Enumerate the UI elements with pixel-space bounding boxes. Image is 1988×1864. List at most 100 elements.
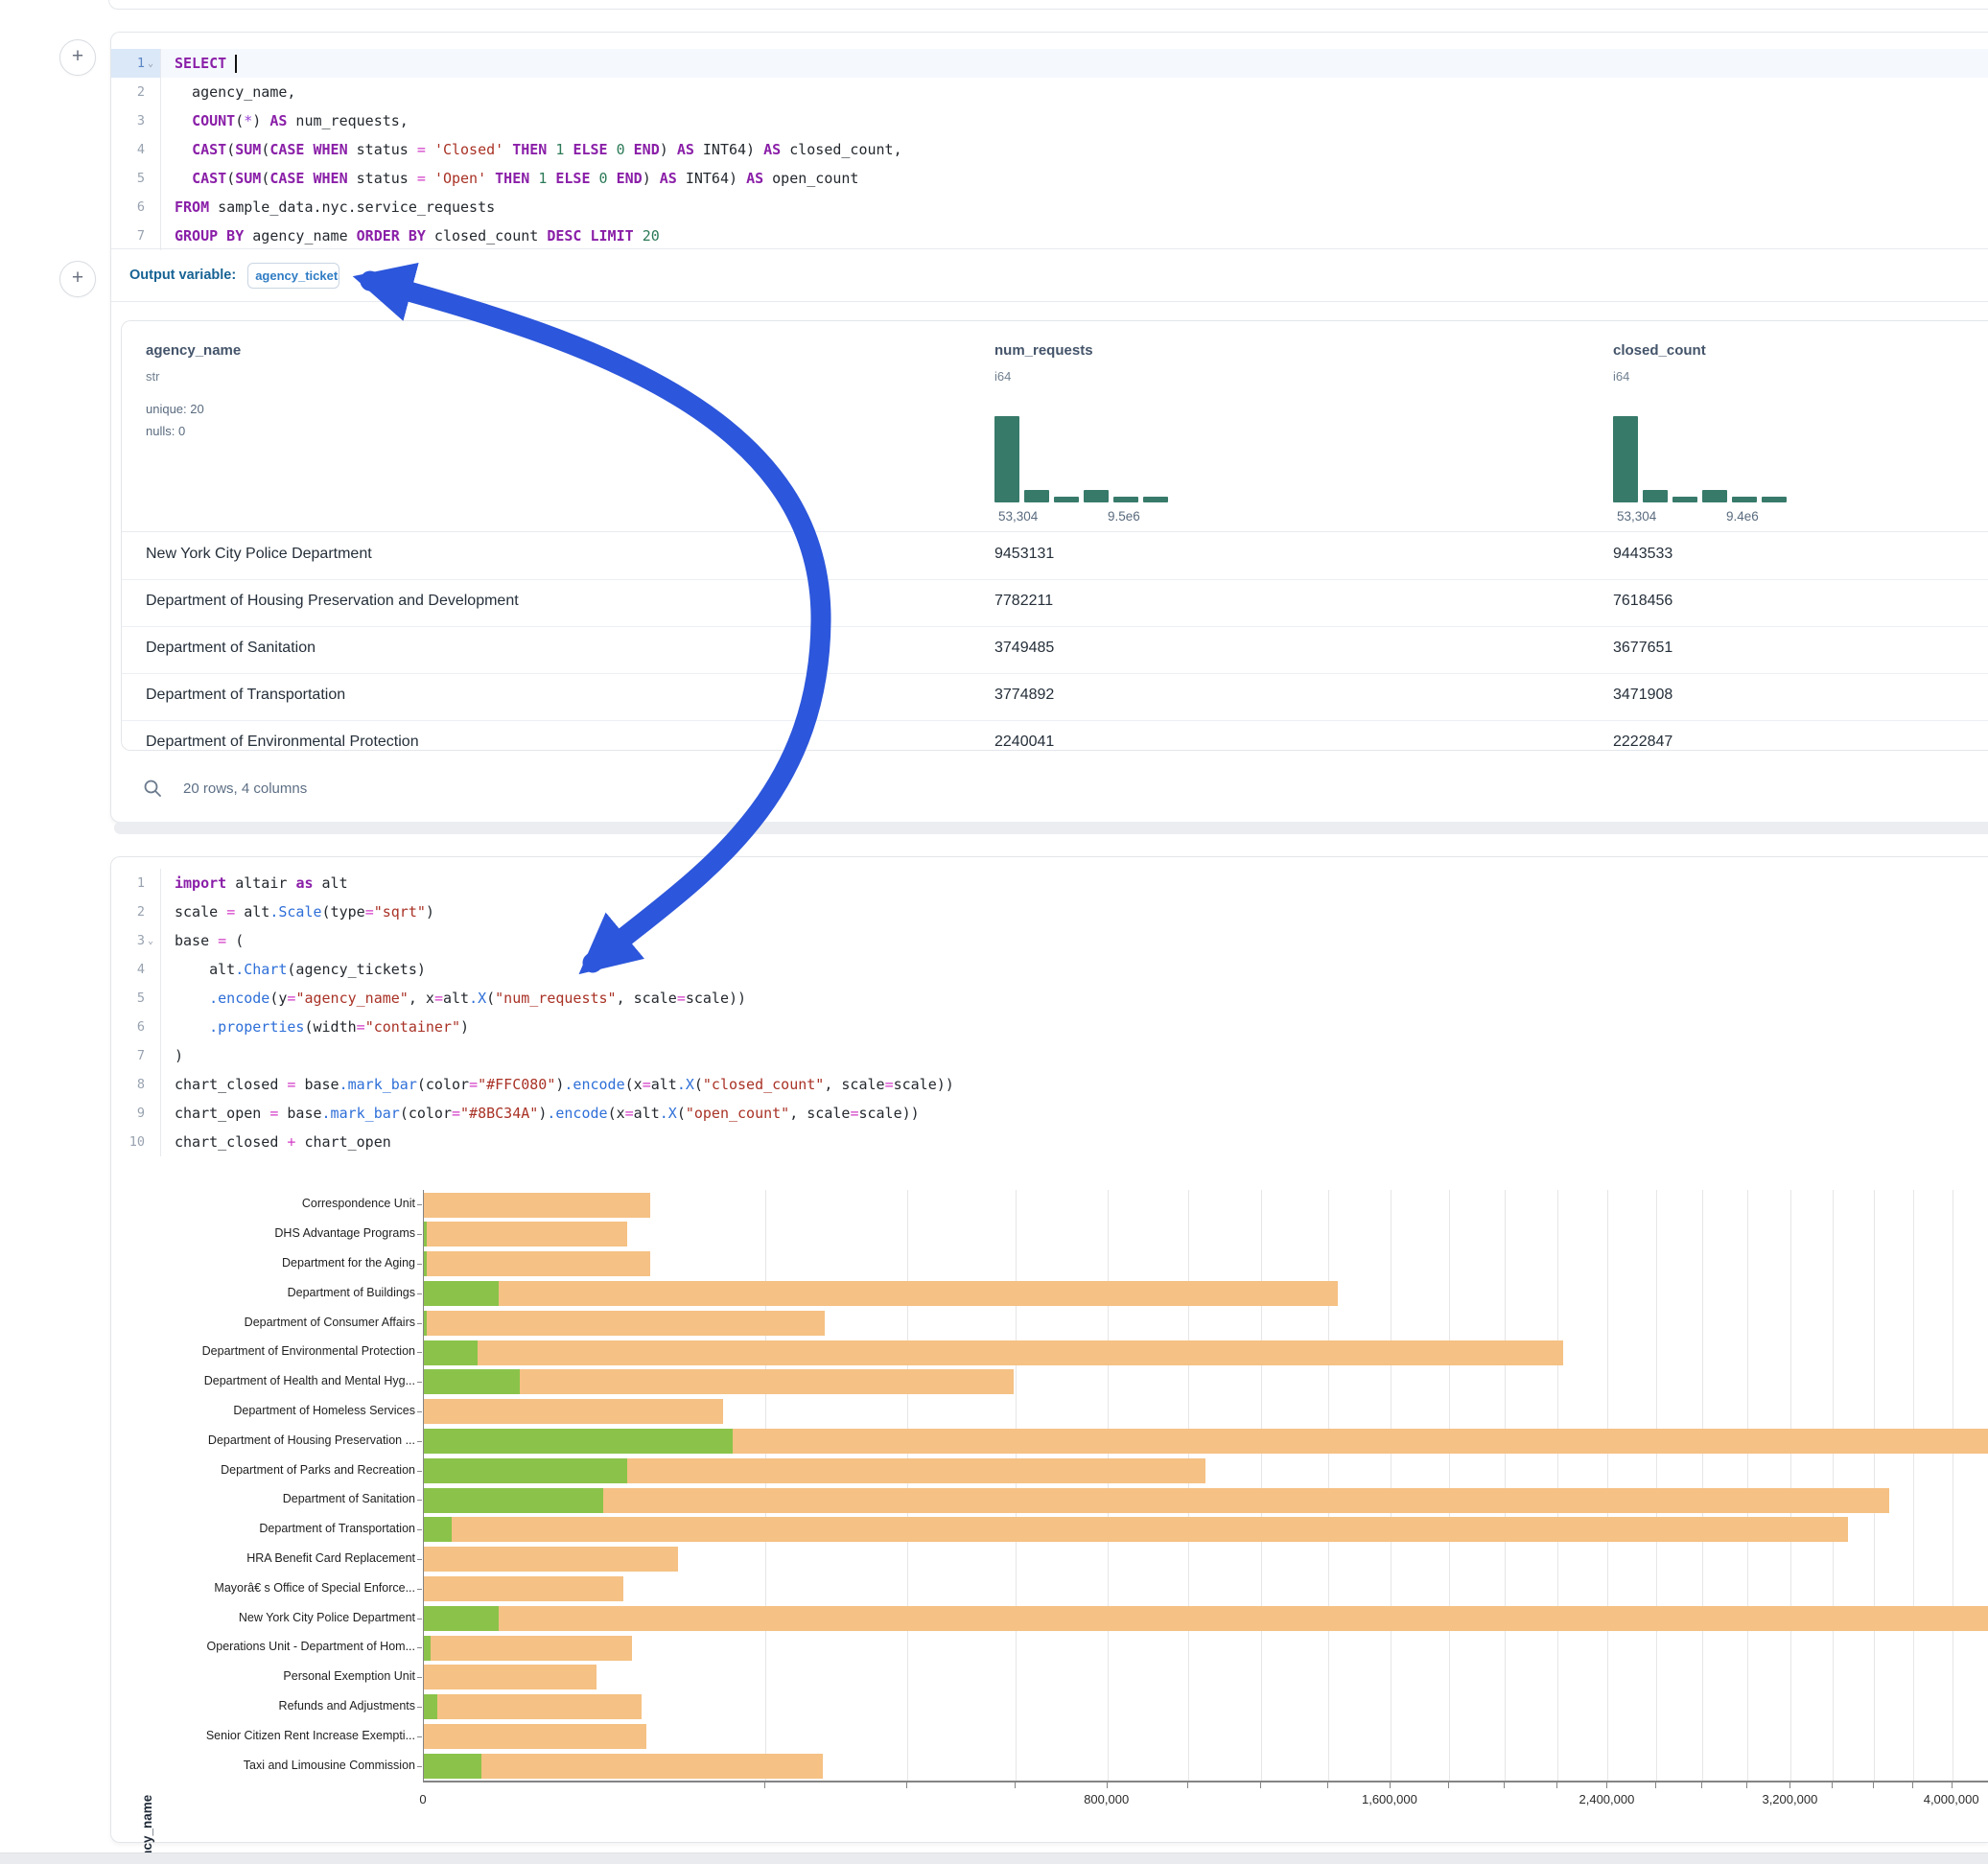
- code-text[interactable]: alt.Chart(agency_tickets): [175, 961, 426, 978]
- bar-closed-count: [424, 1251, 651, 1277]
- y-axis-tick: [417, 1293, 422, 1294]
- x-axis-tick: [1951, 1782, 1953, 1788]
- y-axis-label: Department for the Aging: [282, 1256, 415, 1270]
- code-line[interactable]: 1 import altair as alt: [111, 869, 1988, 897]
- code-line[interactable]: 7): [111, 1041, 1988, 1070]
- bar-open-count: [424, 1310, 428, 1336]
- gridline: [1187, 1190, 1189, 1781]
- y-axis-label: Taxi and Limousine Commission: [243, 1758, 415, 1772]
- code-text[interactable]: import altair as alt: [175, 874, 348, 892]
- output-variable-chip[interactable]: agency_tickets: [247, 262, 340, 289]
- code-text[interactable]: base = (: [175, 932, 245, 949]
- y-axis-tick: [417, 1440, 422, 1442]
- collapse-caret-icon[interactable]: ⌄: [147, 935, 154, 946]
- x-axis-tick: [1448, 1782, 1450, 1788]
- code-text[interactable]: COUNT(*) AS num_requests,: [192, 112, 409, 129]
- bar-closed-count: [424, 1487, 1890, 1513]
- y-axis-label: Correspondence Unit: [301, 1197, 415, 1211]
- code-text[interactable]: chart_closed = base.mark_bar(color="#FFC…: [175, 1076, 954, 1093]
- add-cell-button-top[interactable]: +: [59, 39, 96, 76]
- code-line[interactable]: 2 agency_name,: [111, 78, 1988, 106]
- column-header-num_requests[interactable]: num_requests i64 53,304 9.5e6: [994, 321, 1378, 531]
- x-axis-tick: [1746, 1782, 1748, 1788]
- bar-closed-count: [424, 1280, 1338, 1306]
- column-stat: nulls: 0: [146, 424, 186, 438]
- table-row[interactable]: Department of Environmental Protection 22…: [122, 720, 1988, 750]
- code-line[interactable]: 8 chart_closed = base.mark_bar(color="#FF…: [111, 1070, 1988, 1099]
- python-code-editor[interactable]: 1 import altair as alt 2 scale = alt.Scale(…: [111, 869, 1988, 1156]
- table-row[interactable]: New York City Police Department 9453131 94…: [122, 532, 1988, 580]
- code-text[interactable]: chart_closed + chart_open: [175, 1133, 391, 1151]
- x-axis-tick: [1606, 1782, 1608, 1788]
- table-cell: 9443533: [1613, 546, 1673, 562]
- gridline: [1873, 1190, 1875, 1781]
- histogram-bar: [994, 416, 1019, 502]
- y-axis-label: Operations Unit - Department of Hom...: [206, 1640, 415, 1654]
- gridline: [1449, 1190, 1451, 1781]
- y-axis-label: Department of Consumer Affairs: [244, 1315, 415, 1329]
- search-icon[interactable]: [143, 779, 162, 798]
- bar-open-count: [424, 1280, 500, 1306]
- histogram-bar: [1024, 490, 1049, 502]
- x-axis-tick: [1832, 1782, 1834, 1788]
- sql-code-editor[interactable]: 1 ⌄ SELECT 2 agency_name, 3 COUNT(*) AS num…: [111, 49, 1988, 250]
- code-line[interactable]: 4 alt.Chart(agency_tickets): [111, 955, 1988, 984]
- x-axis-label: 4,000,000: [1923, 1792, 1979, 1806]
- y-axis-label: Department of Health and Mental Hyg...: [203, 1374, 415, 1388]
- table-row[interactable]: Department of Sanitation 3749485 3677651: [122, 626, 1988, 674]
- code-line[interactable]: 3 COUNT(*) AS num_requests,: [111, 106, 1988, 135]
- code-line[interactable]: 5 .encode(y="agency_name", x=alt.X("num_…: [111, 984, 1988, 1013]
- altair-chart: agency_name Correspondence Unit DHS Advan…: [111, 1190, 1988, 1864]
- code-text[interactable]: CAST(SUM(CASE WHEN status = 'Open' THEN …: [192, 170, 859, 187]
- code-line[interactable]: 3 ⌄ base = (: [111, 926, 1988, 955]
- code-text[interactable]: chart_open = base.mark_bar(color="#8BC34…: [175, 1105, 920, 1122]
- bar-closed-count: [424, 1192, 651, 1218]
- table-row[interactable]: Department of Housing Preservation and D…: [122, 579, 1988, 627]
- table-row[interactable]: Department of Transportation 3774892 34719…: [122, 673, 1988, 721]
- column-header-agency_name[interactable]: agency_name str unique: 20 nulls: 0: [146, 321, 529, 531]
- bar-closed-count: [424, 1547, 679, 1573]
- code-line[interactable]: 1 ⌄ SELECT: [111, 49, 1988, 78]
- column-name: closed_count: [1613, 342, 1706, 359]
- cell-shadow: [114, 822, 1988, 834]
- code-line[interactable]: 10 chart_closed + chart_open: [111, 1128, 1988, 1156]
- code-line[interactable]: 9 chart_open = base.mark_bar(color="#8BC3…: [111, 1099, 1988, 1128]
- table-footer: 20 rows, 4 columns: [121, 763, 307, 813]
- code-text[interactable]: scale = alt.Scale(type="sqrt"): [175, 903, 434, 920]
- sql-cell: 1 ⌄ SELECT 2 agency_name, 3 COUNT(*) AS num…: [110, 32, 1988, 834]
- bar-open-count: [424, 1605, 499, 1631]
- table-cell: 3774892: [994, 687, 1055, 703]
- previous-cell-edge: [108, 0, 1988, 10]
- column-histogram: [1613, 414, 1791, 502]
- code-text[interactable]: SELECT: [161, 54, 238, 73]
- code-line[interactable]: 6 FROM sample_data.nyc.service_requests: [111, 193, 1988, 221]
- histogram-bar: [1762, 497, 1787, 502]
- histogram-min-label: 53,304: [1617, 509, 1657, 524]
- code-line[interactable]: 4 CAST(SUM(CASE WHEN status = 'Closed' T…: [111, 135, 1988, 164]
- code-text[interactable]: .encode(y="agency_name", x=alt.X("num_re…: [209, 990, 747, 1007]
- collapse-caret-icon[interactable]: ⌄: [147, 58, 154, 69]
- add-cell-button-middle[interactable]: +: [59, 261, 96, 297]
- gridline: [1655, 1190, 1657, 1781]
- table-cell: Department of Transportation: [146, 687, 346, 703]
- code-line[interactable]: 5 CAST(SUM(CASE WHEN status = 'Open' THE…: [111, 164, 1988, 193]
- code-line[interactable]: 6 .properties(width="container"): [111, 1013, 1988, 1041]
- histogram-bar: [1054, 497, 1079, 502]
- column-header-closed_count[interactable]: closed_count i64 53,304 9.4e6: [1613, 321, 1988, 531]
- histogram-max-label: 9.5e6: [1108, 509, 1140, 524]
- gridline: [1390, 1190, 1392, 1781]
- code-line[interactable]: 2 scale = alt.Scale(type="sqrt"): [111, 897, 1988, 926]
- code-text[interactable]: CAST(SUM(CASE WHEN status = 'Closed' THE…: [192, 141, 902, 158]
- code-line[interactable]: 7 GROUP BY agency_name ORDER BY closed_co…: [111, 221, 1988, 250]
- bar-open-count: [424, 1635, 431, 1661]
- code-text[interactable]: agency_name,: [175, 83, 296, 101]
- gridline: [1016, 1190, 1017, 1781]
- code-text[interactable]: .properties(width="container"): [209, 1018, 470, 1036]
- bar-open-count: [424, 1487, 603, 1513]
- column-stat: unique: 20: [146, 402, 204, 416]
- gridline: [1833, 1190, 1835, 1781]
- code-text[interactable]: ): [175, 1047, 184, 1064]
- x-axis-tick: [1503, 1782, 1505, 1788]
- code-text[interactable]: FROM sample_data.nyc.service_requests: [175, 198, 496, 216]
- code-text[interactable]: GROUP BY agency_name ORDER BY closed_cou…: [175, 227, 660, 245]
